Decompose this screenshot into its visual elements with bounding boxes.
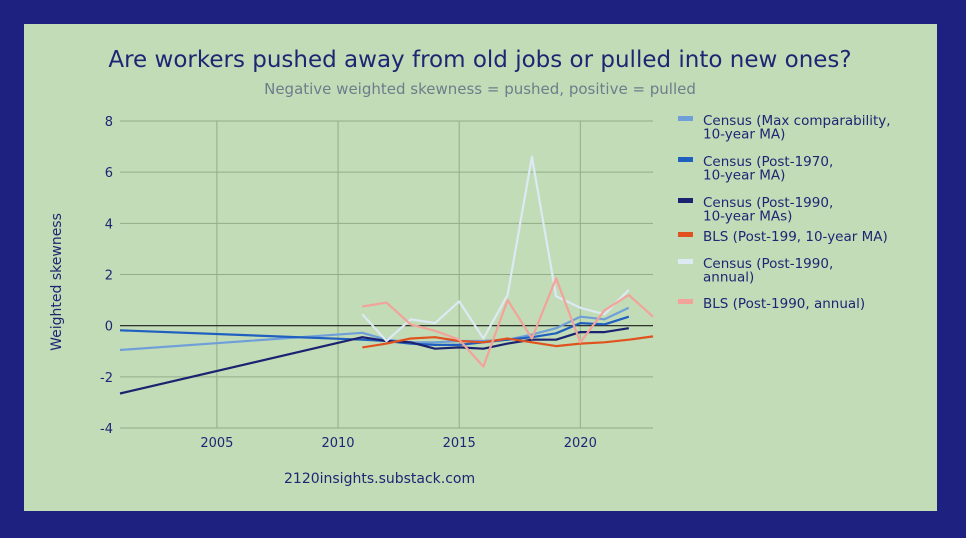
y-tick-label: -4 — [100, 422, 113, 437]
legend-swatch-3 — [678, 198, 693, 203]
legend-swatch-6 — [678, 299, 693, 304]
chart-subtitle: Negative weighted skewness = pushed, pos… — [264, 80, 696, 98]
x-tick-label: 2005 — [200, 436, 233, 451]
series-lines — [119, 155, 654, 395]
legend-label-2: Census (Post-1970, — [703, 154, 833, 170]
legend-label-4: BLS (Post-199, 10-year MA) — [703, 229, 888, 245]
y-tick-label: 0 — [105, 320, 113, 335]
legend-swatch-1 — [678, 116, 693, 121]
legend-label-1: 10-year MA) — [703, 127, 785, 143]
x-tick-label: 2010 — [321, 436, 354, 451]
legend-label-5: Census (Post-1990, — [703, 256, 833, 272]
y-axis-label: Weighted skewness — [49, 213, 65, 351]
x-tick-label: 2020 — [564, 436, 597, 451]
legend: Census (Max comparability,10-year MA)Cen… — [678, 113, 891, 312]
y-tick-label: 6 — [105, 166, 113, 181]
source-credit: 2120insights.substack.com — [284, 471, 475, 487]
series-line-3 — [119, 327, 629, 395]
series-line-4 — [362, 335, 654, 349]
series-line-6 — [362, 277, 654, 368]
chart-panel: Are workers pushed away from old jobs or… — [24, 24, 937, 511]
legend-label-1: Census (Max comparability, — [703, 113, 891, 129]
legend-label-2: 10-year MA) — [703, 168, 785, 184]
x-axis-ticks: 2005 2010 2015 2020 — [200, 436, 597, 451]
chart-title: Are workers pushed away from old jobs or… — [108, 47, 851, 73]
series-line-5 — [361, 155, 630, 343]
x-tick-label: 2015 — [443, 436, 476, 451]
y-tick-label: -2 — [100, 371, 113, 386]
y-tick-label: 2 — [105, 269, 113, 284]
legend-swatch-4 — [678, 232, 693, 237]
legend-label-6: BLS (Post-1990, annual) — [703, 296, 865, 312]
legend-label-3: Census (Post-1990, — [703, 195, 833, 211]
legend-label-3: 10-year MAs) — [703, 209, 792, 225]
y-tick-label: 4 — [105, 217, 113, 232]
legend-swatch-2 — [678, 157, 693, 162]
legend-label-5: annual) — [703, 270, 754, 286]
chart: Are workers pushed away from old jobs or… — [49, 47, 891, 487]
y-tick-label: 8 — [105, 115, 113, 130]
legend-swatch-5 — [678, 259, 693, 264]
y-axis-ticks: -4 -2 0 2 4 6 8 — [100, 115, 113, 437]
gridlines — [120, 120, 653, 429]
